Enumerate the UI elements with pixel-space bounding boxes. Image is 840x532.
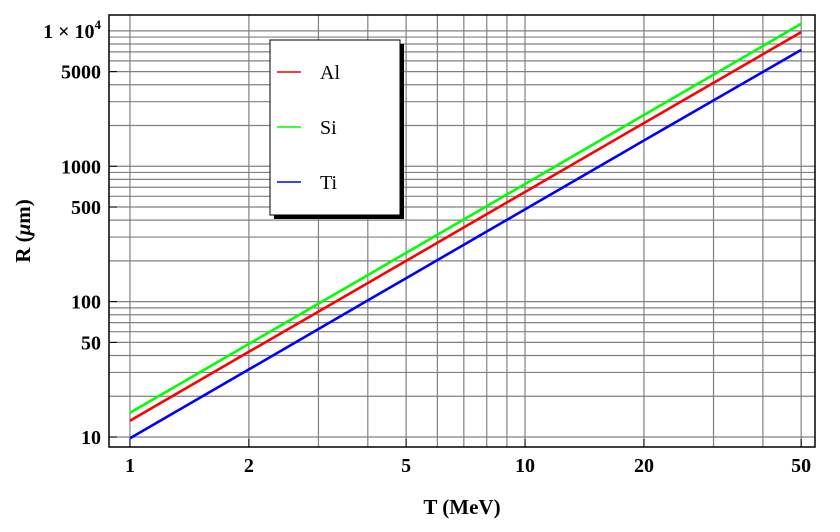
ticks: 1 2 5 10 20 50 10 50 100 500 1000 5000 1 × 104 — [43, 17, 811, 477]
x-tick-label: 5 — [401, 455, 411, 477]
x-tick-label: 1 — [125, 455, 135, 477]
series-lines — [129, 22, 802, 440]
y-axis-label: R (μm) — [11, 199, 35, 263]
plot-frame — [108, 14, 816, 448]
series-line-si — [129, 22, 802, 414]
legend-label-si: Si — [320, 117, 337, 139]
y-tick-label: 10 — [81, 427, 101, 449]
y-tick-label: 5000 — [61, 62, 101, 84]
y-tick-label-top: 1 × 104 — [43, 17, 101, 43]
x-tick-label: 20 — [634, 455, 654, 477]
y-tick-label: 1000 — [61, 156, 101, 178]
x-tick-label: 2 — [244, 455, 254, 477]
y-tick-label: 100 — [71, 292, 101, 314]
series-line-al — [129, 30, 802, 422]
y-tick-label: 500 — [71, 197, 101, 219]
grid — [109, 15, 815, 447]
legend: Al Si Ti — [269, 39, 404, 219]
legend-label-al: Al — [320, 62, 340, 84]
legend-label-ti: Ti — [320, 172, 338, 194]
y-tick-mantissa: 1 × 10 — [43, 21, 94, 43]
y-tick-label: 50 — [81, 332, 101, 354]
series-line-ti — [129, 48, 802, 440]
x-tick-label: 10 — [515, 455, 535, 477]
y-tick-exponent: 4 — [95, 17, 102, 32]
x-axis-label: T (MeV) — [423, 495, 500, 519]
x-tick-label: 50 — [791, 455, 811, 477]
